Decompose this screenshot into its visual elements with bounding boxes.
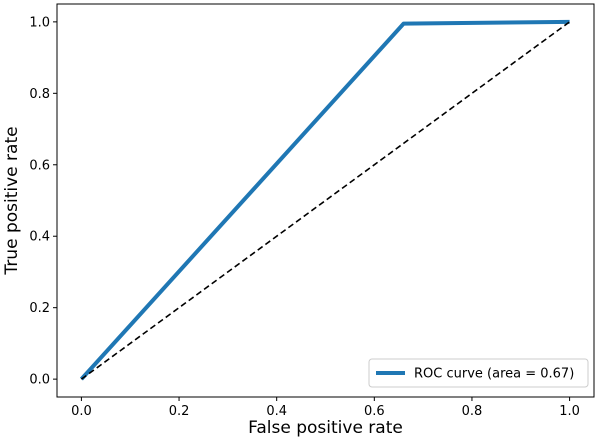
x-tick-label: 0.8 — [462, 404, 483, 419]
y-tick-label: 0.6 — [29, 158, 50, 173]
legend-box — [368, 358, 589, 388]
x-tick-label: 0.6 — [364, 404, 385, 419]
y-tick-label: 1.0 — [29, 15, 50, 30]
y-tick-label: 0.0 — [29, 373, 50, 388]
y-tick-label: 0.8 — [29, 87, 50, 102]
legend: ROC curve (area = 0.67) — [368, 358, 589, 388]
x-tick-label: 0.0 — [71, 404, 92, 419]
y-tick-label: 0.2 — [29, 301, 50, 316]
legend-label-roc: ROC curve (area = 0.67) — [414, 367, 574, 382]
x-tick-label: 1.0 — [559, 404, 580, 419]
chance-diagonal-line — [80, 21, 571, 380]
y-tick-label: 0.4 — [29, 230, 50, 245]
axes-frame — [56, 3, 595, 398]
axes: 0.0 0.2 0.4 0.6 0.8 1.0 0.0 0.2 0.4 0.6 0.8 1.0 Fals… — [2, 3, 595, 438]
y-axis-title: True positive rate — [2, 126, 22, 275]
roc-curve-line — [79, 19, 570, 381]
series-group — [79, 19, 571, 381]
x-tick-label: 0.2 — [169, 404, 190, 419]
x-tick-label: 0.4 — [266, 404, 287, 419]
x-axis-title: False positive rate — [248, 418, 403, 438]
